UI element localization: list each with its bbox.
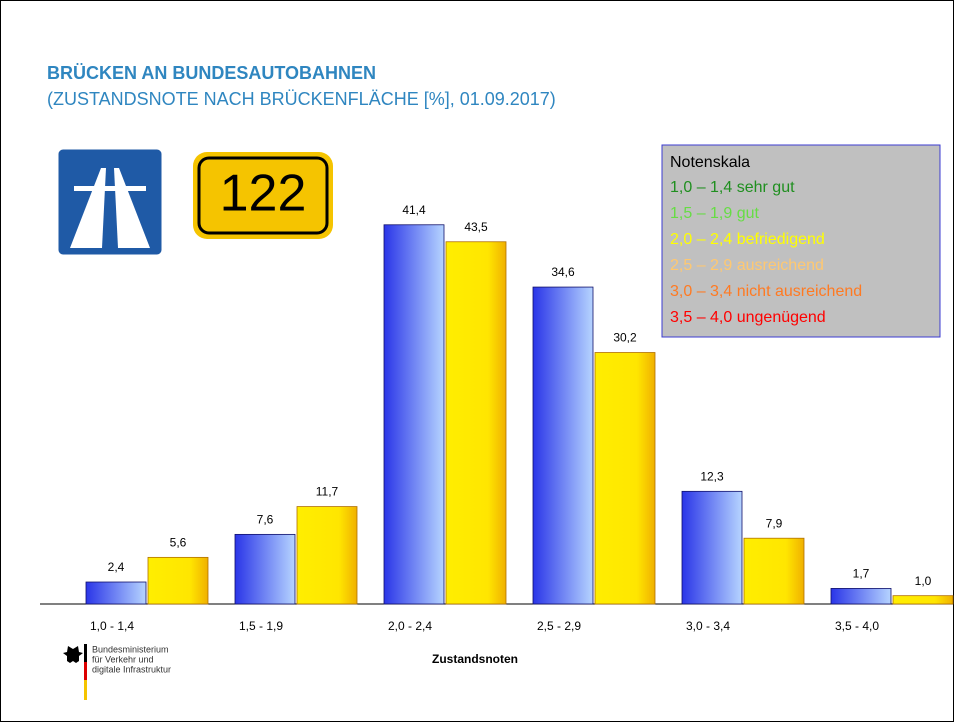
legend-title: Notenskala (670, 154, 750, 171)
data-label: 11,7 (316, 485, 339, 499)
data-label: 12,3 (700, 470, 724, 484)
x-tick-label: 3,0 - 3,4 (686, 619, 730, 633)
legend-item: 3,5 – 4,0 ungenügend (670, 309, 826, 326)
data-label: 1,0 (915, 574, 932, 588)
bar (383, 224, 445, 605)
legend-item: 1,5 – 1,9 gut (670, 205, 760, 222)
legend-item: 2,5 – 2,9 ausreichend (670, 257, 824, 274)
data-label: 34,6 (551, 265, 575, 279)
road-sign: 122 (193, 152, 333, 239)
chart-title: BRÜCKEN AN BUNDESAUTOBAHNEN (47, 63, 376, 83)
bar (532, 286, 594, 605)
x-axis-label: Zustandsnoten (432, 652, 518, 666)
bar (743, 537, 805, 605)
legend-item: 2,0 – 2,4 befriedigend (670, 231, 825, 248)
bar (234, 533, 296, 605)
logo-text: für Verkehr und (92, 654, 154, 664)
x-tick-label: 2,0 - 2,4 (388, 619, 432, 633)
data-label: 7,6 (257, 513, 274, 527)
logo-text: digitale Infrastruktur (92, 664, 171, 674)
road-number: 122 (220, 165, 307, 223)
bar (892, 595, 954, 605)
x-tick-label: 1,5 - 1,9 (239, 619, 283, 633)
legend-box: Notenskala (661, 144, 941, 338)
legend-item: 3,0 – 3,4 nicht ausreichend (670, 283, 862, 300)
bar (147, 556, 209, 605)
x-tick-label: 3,5 - 4,0 (835, 619, 879, 633)
data-label: 7,9 (766, 516, 783, 530)
data-label: 1,7 (853, 567, 870, 581)
data-label: 41,4 (402, 203, 426, 217)
legend-item: 1,0 – 1,4 sehr gut (670, 179, 795, 196)
x-tick-label: 1,0 - 1,4 (90, 619, 134, 633)
bar (296, 506, 358, 605)
logo: Bundesministerium für Verkehr und digita… (63, 644, 171, 700)
chart-subtitle: (ZUSTANDSNOTE NACH BRÜCKENFLÄCHE [%], 01… (47, 89, 556, 109)
bar (85, 581, 147, 605)
logo-text: Bundesministerium (92, 644, 169, 654)
bar (681, 490, 743, 605)
data-label: 30,2 (613, 331, 637, 345)
data-label: 2,4 (108, 560, 125, 574)
data-label: 43,5 (464, 220, 488, 234)
x-tick-label: 2,5 - 2,9 (537, 619, 581, 633)
bar (594, 352, 656, 605)
autobahn-sign (55, 146, 165, 258)
bar (445, 241, 507, 605)
data-label: 5,6 (170, 536, 187, 550)
bar (830, 588, 892, 605)
